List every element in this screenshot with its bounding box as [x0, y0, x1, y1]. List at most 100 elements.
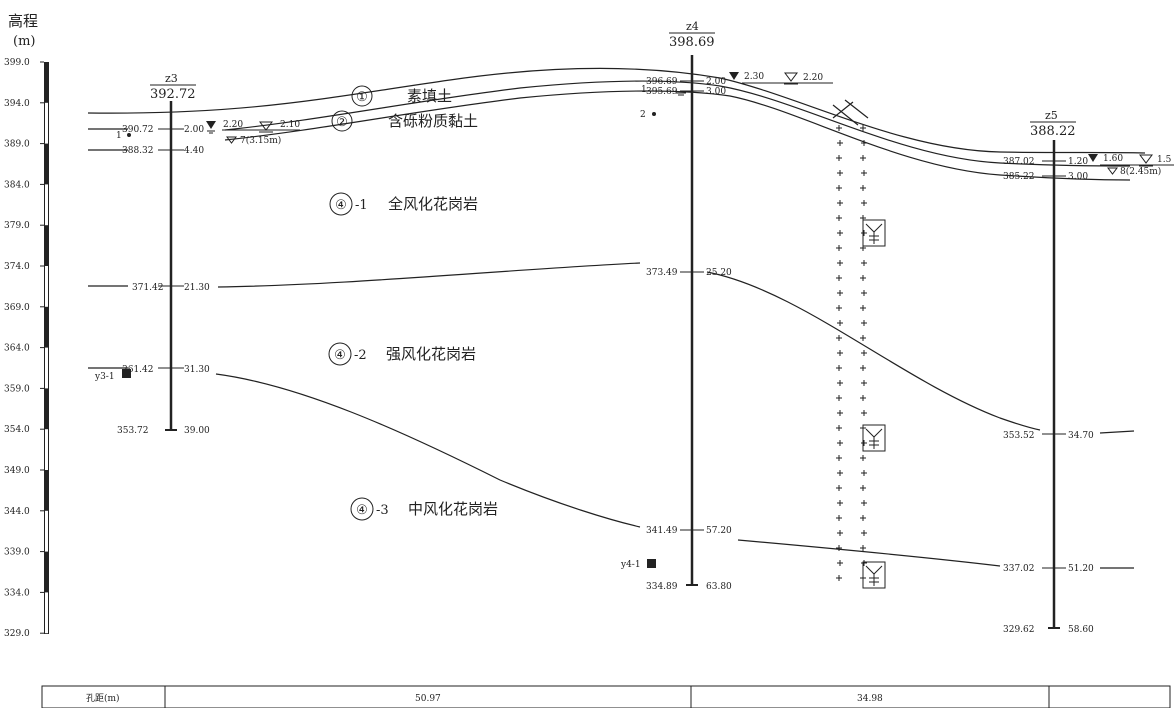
z3-row-elev: 390.72: [122, 125, 154, 135]
z3-row-depth: 31.30: [184, 365, 210, 375]
z4-row-elev: 395.69: [646, 87, 678, 97]
gauge-symbols: [862, 219, 886, 589]
cross-icon: [837, 410, 843, 416]
cross-icon: [836, 275, 842, 281]
boundary-4-1-4-2-line: [88, 262, 1041, 431]
cross-icon: [837, 290, 843, 296]
borehole-z3-header: z3 392.72: [150, 72, 196, 102]
axis-tick-label: 354.0: [4, 425, 30, 435]
cross-icon: [860, 455, 866, 461]
z5-water-stable: 1.5: [1157, 155, 1172, 165]
cross-icon: [837, 200, 843, 206]
z3-sample-id: 1: [116, 131, 122, 141]
cross-icon: [836, 485, 842, 491]
vein-icon: [862, 561, 886, 589]
core-sample-icon: [122, 369, 131, 378]
cross-icon: [860, 485, 866, 491]
borehole-id: z5: [1045, 109, 1058, 122]
cross-icon: [861, 500, 867, 506]
axis-unit: (m): [13, 34, 35, 49]
cross-icon: [860, 155, 866, 161]
cross-icon: [837, 350, 843, 356]
boundary-1-2-line: [224, 80, 1131, 167]
cross-icon: [837, 440, 843, 446]
cross-icon: [836, 125, 842, 131]
dyke-hatch: [832, 99, 869, 126]
borehole-id: z4: [686, 20, 699, 33]
cross-icon: [837, 230, 843, 236]
cross-icon: [860, 365, 866, 371]
vein-icon: [862, 219, 886, 247]
cross-icon: [860, 515, 866, 521]
layer-label-4-3: ④ -3 中风化花岗岩: [350, 497, 498, 521]
axis-segment: [45, 347, 48, 389]
z3-core-label: y3-1: [94, 372, 115, 382]
layer-number: ①: [356, 90, 368, 105]
cross-icon: [861, 350, 867, 356]
cross-icon: [837, 170, 843, 176]
cross-icon: [836, 245, 842, 251]
boundary-2-4-1-line: [224, 90, 1131, 181]
axis-tick-label: 329.0: [4, 629, 30, 639]
axis-tick-label: 334.0: [4, 588, 30, 598]
water-level-stable-icon: [259, 121, 273, 133]
cross-icon: [837, 470, 843, 476]
axis-tick-label: 389.0: [4, 140, 30, 150]
z4-row-depth: 25.20: [706, 268, 732, 278]
cross-icon: [861, 320, 867, 326]
axis-segment: [45, 592, 48, 634]
cross-icon: [836, 575, 842, 581]
cross-icon: [837, 530, 843, 536]
z5-row-depth: 34.70: [1068, 431, 1094, 441]
borehole-annotations: 390.72 2.00 388.32 4.40 371.42 21.30 361…: [117, 77, 1094, 635]
z3-water-initial: 2.20: [223, 120, 243, 130]
stratum-boundaries: [87, 67, 1146, 569]
cross-icon: [861, 260, 867, 266]
layer-name: 中风化花岗岩: [408, 500, 498, 518]
z3-row-elev: 388.32: [122, 146, 154, 156]
layer-suffix: -1: [355, 198, 368, 213]
sample-markers: 1 1 2 y3-1 y4-1: [94, 85, 656, 570]
cross-icon: [836, 545, 842, 551]
cross-icon: [861, 410, 867, 416]
cross-icon: [860, 125, 866, 131]
cross-icon: [861, 470, 867, 476]
axis-segment: [45, 266, 48, 307]
axis-tick-label: 384.0: [4, 180, 30, 190]
z5-row-depth: 51.20: [1068, 564, 1094, 574]
cross-icon: [837, 500, 843, 506]
water-level-icon: [1088, 154, 1098, 162]
axis-tick-label: 344.0: [4, 507, 30, 517]
layer-suffix: -2: [354, 348, 367, 363]
cross-icon: [836, 155, 842, 161]
water-level-stable-icon: [1139, 154, 1153, 167]
water-level-icon: [729, 72, 739, 80]
z5-water-initial: 1.60: [1103, 154, 1123, 164]
core-sample-icon: [647, 559, 656, 568]
water-level-measured-icon: [1107, 167, 1118, 175]
cross-icon: [837, 380, 843, 386]
water-level-icon: [206, 121, 216, 134]
z4-core-label: y4-1: [620, 560, 641, 570]
cross-icon: [837, 140, 843, 146]
cross-icon: [860, 335, 866, 341]
z3-row-elev: 371.42: [132, 283, 164, 293]
cross-icon: [837, 260, 843, 266]
cross-icon: [861, 380, 867, 386]
axis-tick-label: 364.0: [4, 344, 30, 354]
z5-row-depth: 58.60: [1068, 625, 1094, 635]
cross-icon: [836, 335, 842, 341]
cross-icon: [836, 305, 842, 311]
z5-row-elev: 353.52: [1003, 431, 1035, 441]
z4-row-depth: 57.20: [706, 526, 732, 536]
cross-icon: [861, 230, 867, 236]
boundary-4-2-4-3-line: [88, 367, 1001, 567]
z4-row-depth: 63.80: [706, 582, 732, 592]
z4-row-elev: 373.49: [646, 268, 678, 278]
water-level-small-icon: [676, 92, 686, 96]
spacing-value: 34.98: [857, 694, 883, 704]
borehole-elevation: 398.69: [669, 35, 715, 50]
borehole-elevation: 392.72: [150, 87, 196, 102]
granite-dyke: [836, 125, 867, 581]
z4-water-stable: 2.20: [803, 73, 823, 83]
